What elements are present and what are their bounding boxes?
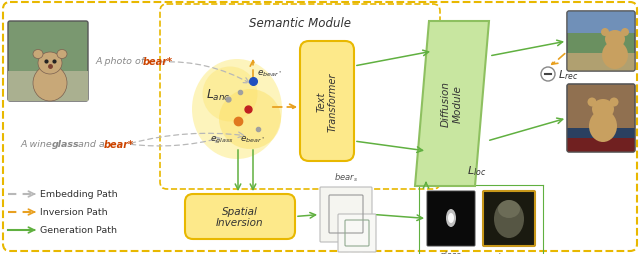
Text: Spatial
Inversion: Spatial Inversion <box>216 206 264 227</box>
FancyBboxPatch shape <box>567 85 635 152</box>
Ellipse shape <box>589 110 617 142</box>
Text: bear*: bear* <box>143 57 173 67</box>
Ellipse shape <box>33 50 43 59</box>
Ellipse shape <box>601 29 609 37</box>
Text: bear*: bear* <box>104 139 134 149</box>
Ellipse shape <box>219 90 281 149</box>
Text: $\mathit{e}_{bear^*}$: $\mathit{e}_{bear^*}$ <box>257 69 282 79</box>
Ellipse shape <box>192 60 282 159</box>
FancyBboxPatch shape <box>185 194 295 239</box>
Ellipse shape <box>605 31 625 49</box>
Text: Diffusion
Module: Diffusion Module <box>441 81 463 127</box>
Polygon shape <box>415 22 489 186</box>
FancyBboxPatch shape <box>483 191 535 246</box>
FancyBboxPatch shape <box>567 129 635 138</box>
Text: $\mathit{L}_{anc}$: $\mathit{L}_{anc}$ <box>205 87 230 102</box>
FancyBboxPatch shape <box>427 191 475 246</box>
FancyBboxPatch shape <box>300 42 354 161</box>
Text: $\mathit{e}_{glass}$: $\mathit{e}_{glass}$ <box>210 134 234 145</box>
Ellipse shape <box>609 98 618 107</box>
Text: $bear_s$: $bear_s$ <box>334 171 358 183</box>
Text: A photo of: A photo of <box>95 57 147 66</box>
FancyBboxPatch shape <box>8 72 88 102</box>
Ellipse shape <box>498 200 520 218</box>
Text: Embedding Path: Embedding Path <box>40 190 118 199</box>
FancyBboxPatch shape <box>338 214 376 252</box>
Text: glass: glass <box>52 140 79 149</box>
Text: $\mathit{L}_{rec}$: $\mathit{L}_{rec}$ <box>558 68 579 82</box>
Ellipse shape <box>33 66 67 102</box>
Ellipse shape <box>592 100 614 120</box>
FancyBboxPatch shape <box>320 187 372 242</box>
Ellipse shape <box>202 67 257 122</box>
FancyBboxPatch shape <box>567 12 635 72</box>
FancyBboxPatch shape <box>8 22 88 102</box>
FancyBboxPatch shape <box>567 136 635 152</box>
Ellipse shape <box>446 209 456 227</box>
Text: $\mathit{L}_{loc}$: $\mathit{L}_{loc}$ <box>467 164 486 177</box>
Ellipse shape <box>494 200 524 238</box>
FancyBboxPatch shape <box>567 12 635 34</box>
Text: Generation Path: Generation Path <box>40 226 117 235</box>
Ellipse shape <box>38 53 62 75</box>
Text: Text
Transformer: Text Transformer <box>316 72 338 131</box>
Ellipse shape <box>602 42 628 70</box>
Circle shape <box>541 68 555 82</box>
Text: Semantic Module: Semantic Module <box>249 17 351 30</box>
Ellipse shape <box>588 98 596 107</box>
Ellipse shape <box>621 29 629 37</box>
Text: glass: glass <box>440 250 462 254</box>
Ellipse shape <box>57 50 67 59</box>
Text: $\mathit{e}_{bear^*}$: $\mathit{e}_{bear^*}$ <box>240 134 265 145</box>
Text: Inversion Path: Inversion Path <box>40 208 108 217</box>
Text: $bear_s$: $bear_s$ <box>497 250 521 254</box>
Ellipse shape <box>448 213 454 223</box>
Text: A wine: A wine <box>20 140 55 149</box>
FancyBboxPatch shape <box>567 54 635 72</box>
Text: and a: and a <box>75 140 108 149</box>
